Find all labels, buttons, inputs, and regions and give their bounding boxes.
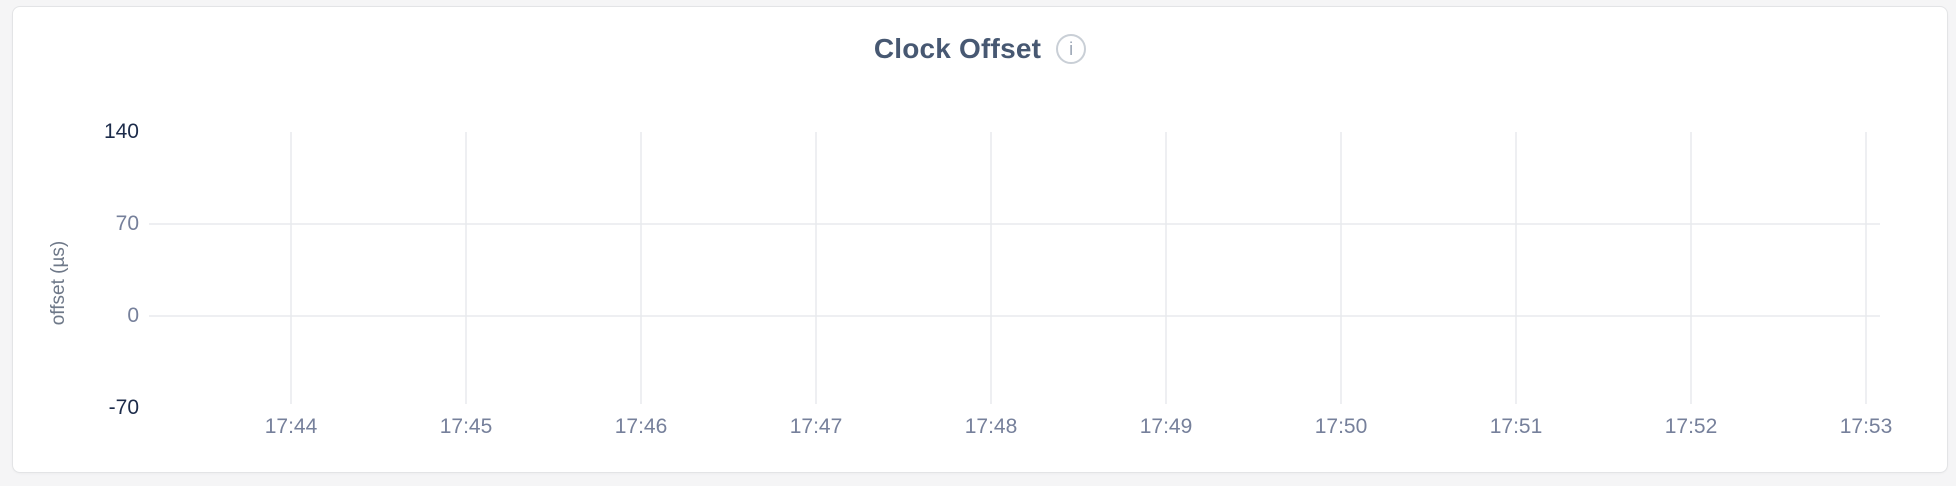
series-area-node-orchid [163,174,1884,388]
series-line-node-olive[interactable] [163,248,1884,366]
series-line-node-plum[interactable] [163,270,1884,366]
plot-canvas[interactable] [13,7,1947,472]
x-tick-label: 17:53 [1839,415,1893,438]
series-line-node-slate[interactable] [163,244,1884,362]
series-area-node-salmon [163,244,1884,400]
series-line-node-green[interactable] [163,152,1884,428]
series-area-node-slate [163,244,1884,362]
info-icon[interactable]: i [1056,34,1087,64]
series-area-node-olive [163,248,1884,366]
series-area-node-crimson [163,270,1884,342]
x-tick-label: 17:48 [964,415,1018,438]
x-tick-label: 17:52 [1664,415,1718,438]
series-line-node-crimson[interactable] [163,270,1884,342]
series-area-node-gold [163,141,1884,375]
y-tick-label: 70 [115,212,139,235]
series-area-node-wine [163,221,1884,427]
panel-header: Clock Offset i [13,33,1947,65]
series-line-node-salmon[interactable] [163,244,1884,400]
series-area-node-green [163,152,1884,428]
series-area-node-blue [163,221,1884,371]
x-tick-label: 17:46 [614,415,668,438]
clock-offset-panel: Clock Offset i offset (µs) 140 70 0 -70 17:4… [12,6,1948,473]
x-tick-label: 17:45 [439,415,493,438]
series-line-node-wine[interactable] [163,221,1884,427]
series-line-node-blue[interactable] [163,221,1884,371]
x-tick-label: 17:50 [1314,415,1368,438]
y-tick-label: -70 [108,396,139,419]
y-tick-label: 0 [127,304,139,327]
y-tick-label: 140 [103,120,139,143]
chart-title: Clock Offset [873,33,1042,64]
x-tick-label: 17:51 [1489,415,1543,438]
clock-offset-chart[interactable]: offset (µs) 140 70 0 -70 17:44 17:45 17:46 17:4… [13,7,1947,472]
x-tick-label: 17:44 [264,415,318,438]
series-line-node-gold[interactable] [163,141,1884,375]
x-tick-label: 17:49 [1139,415,1193,438]
series-area-node-plum [163,270,1884,366]
x-tick-label: 17:47 [789,415,843,438]
series-line-node-orchid[interactable] [163,174,1884,388]
